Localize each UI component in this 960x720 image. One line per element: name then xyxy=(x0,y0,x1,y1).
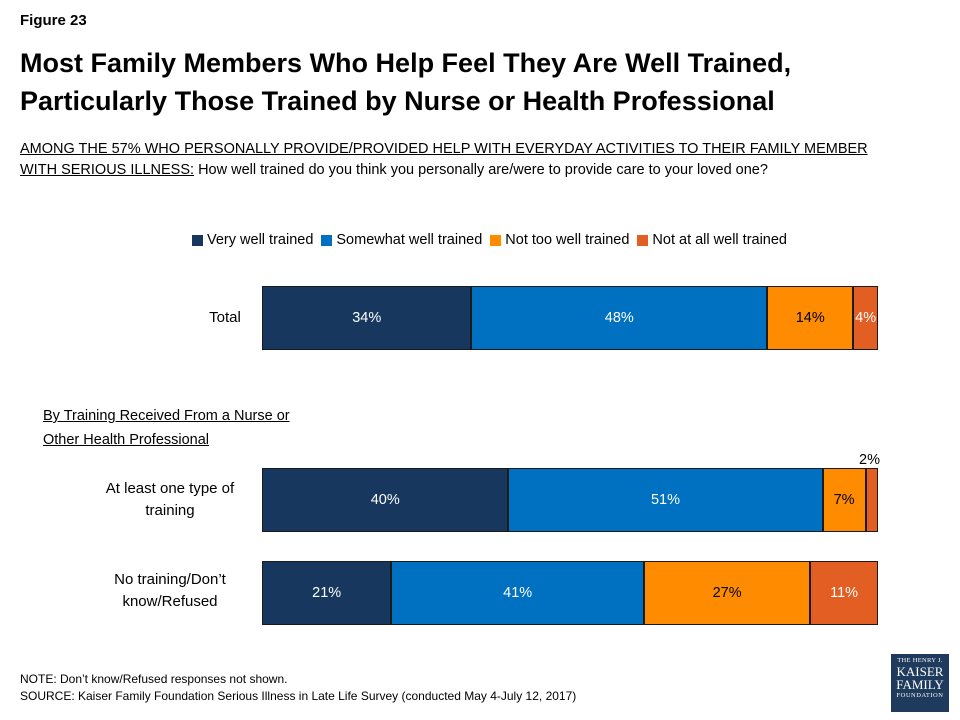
data-label: 27% xyxy=(712,585,742,601)
chart-legend: Very well trained Somewhat well trained … xyxy=(192,232,787,248)
chart-subtitle: AMONG THE 57% WHO PERSONALLY PROVIDE/PRO… xyxy=(20,139,940,181)
note-text: NOTE: Don’t know/Refused responses not s… xyxy=(20,672,288,686)
category-label-total: Total xyxy=(209,309,241,326)
logo-line-1: THE HENRY J. xyxy=(897,657,943,664)
legend-label: Somewhat well trained xyxy=(336,232,483,248)
bar-segment-not-too-well xyxy=(822,468,866,532)
data-label: 21% xyxy=(312,585,342,601)
bar-row-no-training: 21% 41% 27% 11% xyxy=(262,561,878,625)
data-label: 11% xyxy=(830,585,859,601)
section-label-line-1: By Training Received From a Nurse or xyxy=(43,408,290,424)
data-label: 14% xyxy=(795,310,825,326)
logo-line-2: KAISER xyxy=(896,664,944,679)
bar-segment-very-well xyxy=(262,561,392,625)
figure-label: Figure 23 xyxy=(20,12,87,29)
bar-segment-not-at-all xyxy=(853,286,878,350)
kff-logo: THE HENRY J. KAISER FAMILY FOUNDATION xyxy=(891,654,949,712)
bar-segment-not-at-all xyxy=(810,561,878,625)
bar-segment-somewhat-well xyxy=(391,561,644,625)
subtitle-line-1: AMONG THE 57% WHO PERSONALLY PROVIDE/PRO… xyxy=(20,141,868,157)
legend-item-somewhat-well: Somewhat well trained xyxy=(321,232,482,248)
legend-label: Not too well trained xyxy=(505,232,630,248)
data-label: 51% xyxy=(650,492,680,508)
bar-segment-somewhat-well xyxy=(471,286,768,350)
data-label: 34% xyxy=(352,310,382,326)
bar-row-total: 34% 48% 14% 4% xyxy=(262,286,878,350)
title-line-1: Most Family Members Who Help Feel They A… xyxy=(20,48,792,78)
bar-row-trained: 40% 51% 7% 2% xyxy=(262,452,880,532)
chart-title: Most Family Members Who Help Feel They A… xyxy=(20,44,940,120)
data-label: 40% xyxy=(370,492,400,508)
legend-swatch xyxy=(192,234,203,246)
data-label: 2% xyxy=(859,452,880,468)
bar-segment-very-well xyxy=(262,468,509,532)
subtitle-line-2: WITH SERIOUS ILLNESS: How well trained d… xyxy=(20,160,940,181)
legend-item-very-well: Very well trained xyxy=(192,232,313,248)
source-text: SOURCE: Kaiser Family Foundation Serious… xyxy=(20,689,577,703)
section-label: By Training Received From a Nurse or Oth… xyxy=(43,404,290,452)
bar-segment-not-at-all xyxy=(865,468,878,532)
bar-segment-somewhat-well xyxy=(508,468,823,532)
logo-line-3: FAMILY xyxy=(896,677,944,692)
footnote: NOTE: Don’t know/Refused responses not s… xyxy=(20,671,576,705)
data-label: 41% xyxy=(503,585,533,601)
legend-swatch xyxy=(321,234,333,246)
bar-segment-not-too-well xyxy=(643,561,811,625)
data-label: 4% xyxy=(855,310,877,326)
bar-segment-not-too-well xyxy=(767,286,854,350)
subtitle-population: WITH SERIOUS ILLNESS: xyxy=(20,162,195,178)
legend-item-not-at-all: Not at all well trained xyxy=(637,232,787,248)
category-label-trained: At least one type of training xyxy=(105,480,235,519)
legend-swatch xyxy=(490,234,502,246)
subtitle-question: How well trained do you think you person… xyxy=(194,162,768,178)
data-label: 48% xyxy=(604,310,634,326)
section-label-line-2: Other Health Professional xyxy=(43,432,210,448)
legend-label: Not at all well trained xyxy=(652,232,787,248)
legend-item-not-too-well: Not too well trained xyxy=(490,232,629,248)
logo-line-4: FOUNDATION xyxy=(896,692,944,699)
legend-label: Very well trained xyxy=(207,232,314,248)
title-line-2: Particularly Those Trained by Nurse or H… xyxy=(20,86,775,116)
category-label-no-training: No training/Don’t know/Refused xyxy=(114,571,226,610)
legend-swatch xyxy=(637,234,649,246)
bar-segment-very-well xyxy=(262,286,472,350)
data-label: 7% xyxy=(833,492,855,508)
